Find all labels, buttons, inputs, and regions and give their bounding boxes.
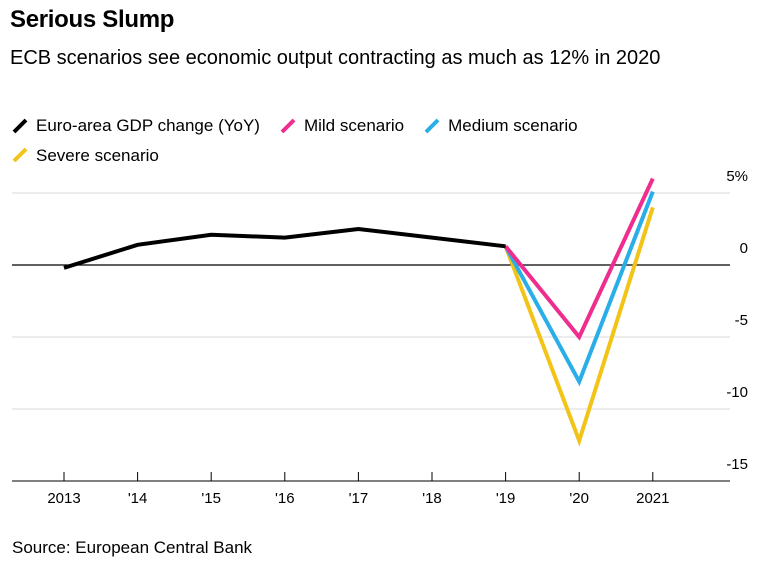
x-tick-label: '14 [128,490,148,507]
legend-swatch-icon [424,118,440,133]
legend-label: Mild scenario [303,116,405,135]
legend-swatch-icon [12,147,28,163]
legend-item: Euro-area GDP change (YoY) [12,112,260,139]
series-line-mild-scenario [504,177,655,341]
legend-swatch-icon [280,118,296,133]
legend-swatch-icon [12,118,28,133]
y-tick-label: -15 [726,456,748,473]
y-tick-label: -10 [726,384,748,401]
series-line-medium-scenario [503,190,655,387]
source-note: Source: European Central Bank [12,538,253,557]
x-tick-label: '20 [569,490,589,507]
x-tick-label: '17 [349,490,369,507]
chart-subtitle: ECB scenarios see economic output contra… [10,47,661,69]
x-tick-label: '16 [275,490,295,507]
x-tick-label: '19 [496,490,516,507]
series-line-euro-area-gdp-change-yoy [63,226,506,270]
legend-label: Severe scenario [36,145,159,165]
y-tick-label: 0 [740,240,748,257]
chart-legend: Euro-area GDP change (YoY) Mild scenario M… [12,112,752,171]
y-tick-label: -5 [735,312,748,329]
y-tick-label: 5% [726,168,748,185]
legend-item: Medium scenario [424,112,578,139]
legend-item: Severe scenario [12,142,159,169]
x-tick-label: 2021 [636,490,669,507]
x-tick-label: 2013 [47,490,80,507]
x-tick-label: '18 [422,490,442,507]
chart-title: Serious Slump [10,6,175,33]
x-tick-label: '15 [201,490,221,507]
series-line-severe-scenario [503,206,655,447]
legend-item: Mild scenario [280,112,404,139]
legend-label: Medium scenario [448,116,578,135]
legend-label: Euro-area GDP change (YoY) [36,116,260,135]
